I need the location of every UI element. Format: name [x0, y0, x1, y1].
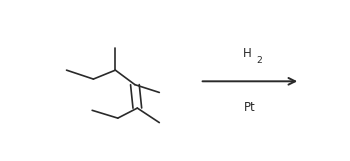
- Text: 2: 2: [256, 56, 262, 65]
- Text: H: H: [243, 47, 252, 60]
- Text: Pt: Pt: [244, 101, 256, 114]
